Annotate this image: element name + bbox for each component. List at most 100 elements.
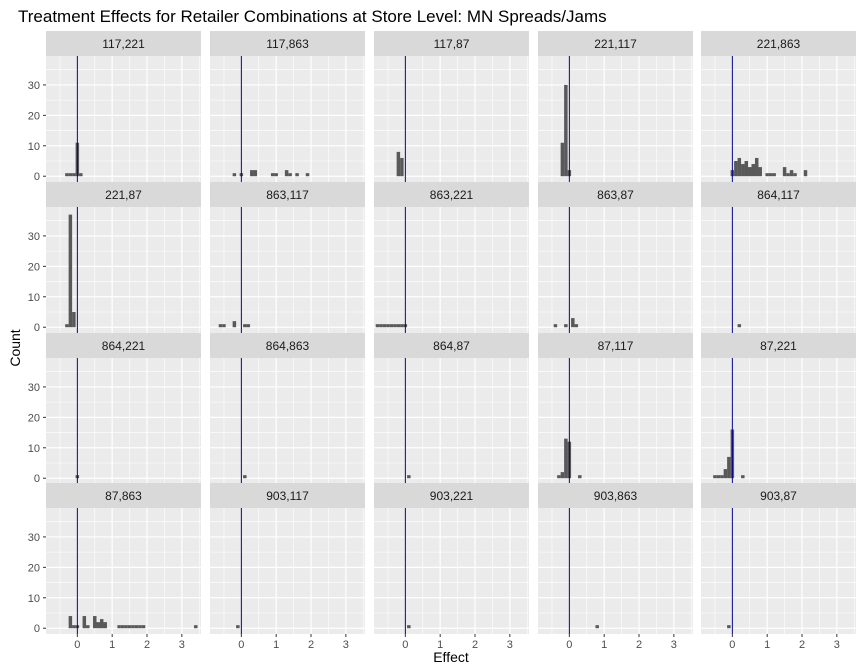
histogram-bar xyxy=(407,625,411,629)
y-tick-label: 0 xyxy=(34,623,40,635)
histogram-bar xyxy=(232,173,237,177)
facet-panel: 117,863 xyxy=(210,31,365,182)
facet-strip-label: 117,221 xyxy=(102,37,145,51)
panel-background xyxy=(701,56,856,182)
histogram-bar xyxy=(758,167,762,177)
histogram-bar xyxy=(131,625,135,629)
panel-background xyxy=(210,508,365,634)
histogram-bar xyxy=(713,475,717,479)
facet-panel: 863,221 xyxy=(374,182,529,333)
x-tick-label: 2 xyxy=(799,639,805,651)
histogram-bar xyxy=(748,167,752,177)
histogram-bar xyxy=(744,161,749,177)
histogram-bar xyxy=(571,318,575,328)
histogram-bar xyxy=(72,312,76,328)
histogram-bar xyxy=(553,324,558,328)
facet-strip-label: 863,87 xyxy=(597,188,634,202)
facet-strip-label: 903,117 xyxy=(266,489,309,503)
histogram-bar xyxy=(560,142,565,177)
histogram-bar xyxy=(741,475,745,479)
histogram-bar xyxy=(86,625,90,629)
y-axis: 0 10 20 30 0 10 20 30 0 10 20 30 0 10 20 30 xyxy=(28,80,46,635)
facet-strip-label: 87,221 xyxy=(760,339,797,353)
histogram-bar xyxy=(141,625,146,629)
facet-strip-label: 864,863 xyxy=(266,339,310,353)
histogram-bar xyxy=(754,157,759,177)
histogram-bar xyxy=(295,173,299,177)
facet-strip xyxy=(701,483,856,508)
histogram-bar xyxy=(751,164,755,177)
histogram-bar xyxy=(124,625,128,629)
y-tick-label: 20 xyxy=(28,562,40,574)
facet-strip xyxy=(374,182,529,207)
histogram-bar xyxy=(375,324,380,328)
histogram-bar xyxy=(768,173,773,177)
x-tick-label: 0 xyxy=(402,639,408,651)
histogram-bar xyxy=(68,616,73,629)
histogram-bar xyxy=(720,475,724,479)
histogram-bar xyxy=(382,324,387,328)
histogram-bar xyxy=(793,173,797,177)
histogram-bar xyxy=(68,214,73,328)
x-axis: 0 1 2 3 0 1 2 3 0 1 2 3 0 1 2 3 0 1 2 3 xyxy=(74,634,840,651)
panel-background xyxy=(701,207,856,333)
histogram-bar xyxy=(117,625,121,629)
x-tick-label: 0 xyxy=(729,639,735,651)
histogram-bar xyxy=(194,625,198,629)
facet-strip xyxy=(374,333,529,358)
chart-title: Treatment Effects for Retailer Combinati… xyxy=(18,7,607,26)
facet-strip-label: 117,863 xyxy=(266,37,309,51)
histogram-bar xyxy=(786,173,790,177)
histogram-bar xyxy=(305,173,310,177)
x-tick-label: 3 xyxy=(179,639,185,651)
histogram-bar xyxy=(82,616,87,629)
histogram-bar xyxy=(232,321,237,328)
histogram-bar xyxy=(243,324,247,328)
facet-strip-label: 221,863 xyxy=(757,37,801,51)
histogram-bar xyxy=(134,625,139,629)
facet-strip xyxy=(701,31,856,56)
histogram-bar xyxy=(789,170,794,177)
y-tick-label: 10 xyxy=(28,593,40,605)
facet-panel: 903,87 xyxy=(701,483,856,634)
histogram-bar xyxy=(120,625,125,629)
histogram-bar xyxy=(595,625,599,629)
x-tick-label: 1 xyxy=(273,639,279,651)
histogram-bar xyxy=(99,619,104,629)
facet-strip-label: 903,863 xyxy=(594,489,638,503)
facet-strip xyxy=(538,333,693,358)
x-tick-label: 3 xyxy=(834,639,840,651)
facet-strip xyxy=(46,31,201,56)
facet-strip xyxy=(538,31,693,56)
histogram-bar xyxy=(400,324,404,328)
histogram-bar xyxy=(557,475,561,479)
facet-strip-label: 117,87 xyxy=(434,37,470,51)
x-tick-label: 0 xyxy=(74,639,80,651)
histogram-bar xyxy=(138,625,142,629)
panel-background xyxy=(701,358,856,484)
y-tick-label: 0 xyxy=(34,473,40,485)
facet-strip xyxy=(210,31,365,56)
facet-panel: 117,87 xyxy=(374,31,529,182)
histogram-bar xyxy=(396,151,401,177)
histogram-bar xyxy=(218,324,223,328)
histogram-bar xyxy=(727,625,731,629)
y-tick-label: 0 xyxy=(34,171,40,183)
histogram-bar xyxy=(65,324,69,328)
facet-panel: 221,863 xyxy=(701,31,856,182)
facet-strip xyxy=(701,333,856,358)
x-tick-label: 3 xyxy=(343,639,349,651)
facet-strip xyxy=(701,182,856,207)
facet-panel: 903,221 xyxy=(374,483,529,634)
facet-strip xyxy=(374,31,529,56)
histogram-bar xyxy=(246,324,251,328)
y-tick-label: 10 xyxy=(28,443,40,455)
histogram-bar xyxy=(72,625,76,629)
histogram-bar xyxy=(65,173,69,177)
facet-strip xyxy=(538,182,693,207)
facet-panel: 863,117 xyxy=(210,182,365,333)
panel-background xyxy=(46,56,201,182)
x-tick-label: 0 xyxy=(566,639,572,651)
panel-background xyxy=(46,358,201,484)
